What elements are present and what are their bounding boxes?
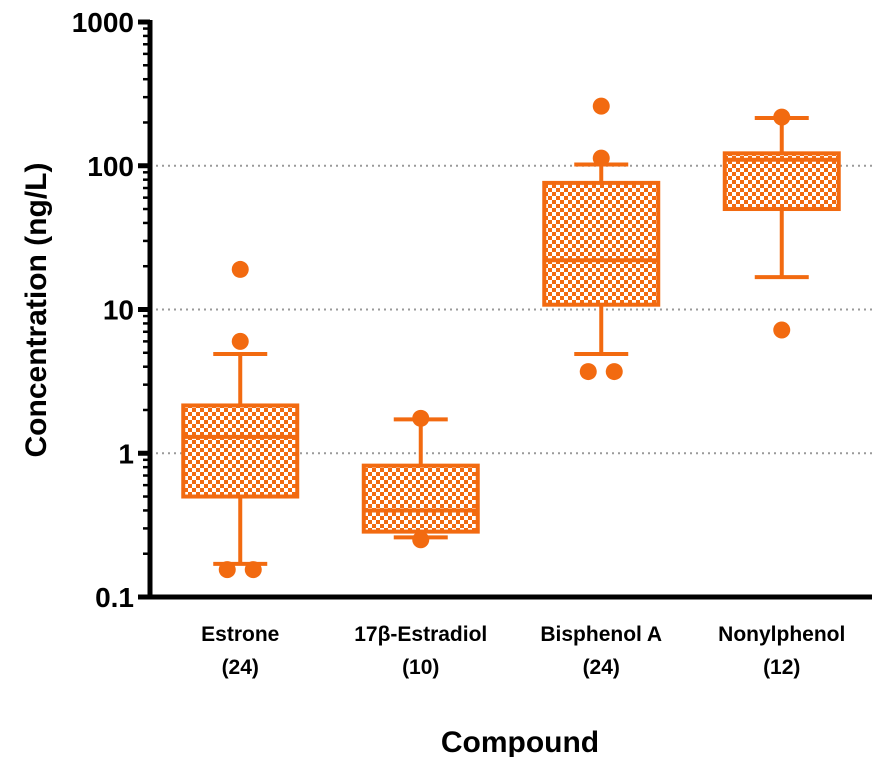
outlier-point: [218, 561, 236, 579]
box-group: [542, 97, 661, 381]
outlier-point: [412, 409, 430, 427]
outlier-point: [773, 321, 791, 339]
box: [542, 180, 661, 307]
box: [181, 403, 300, 499]
category-label: Bisphenol A: [540, 623, 662, 646]
outlier-point: [231, 332, 249, 350]
y-tick-label: 1: [118, 438, 134, 469]
category-count-label: (10): [402, 656, 439, 679]
x-axis-title: Compound: [441, 726, 599, 757]
outlier-point: [244, 561, 262, 579]
labels: Estrone (24) 17β-Estradiol (10) Bisphenol A (…: [72, 7, 846, 679]
category-label: Estrone: [201, 623, 279, 646]
box: [361, 463, 480, 534]
y-tick-label: 100: [87, 151, 134, 182]
y-axis-title: Concentration (ng/L): [20, 163, 53, 458]
outlier-point: [605, 363, 623, 381]
box-group: [181, 260, 300, 579]
category-label: 17β-Estradiol: [354, 623, 487, 646]
outlier-point: [592, 149, 610, 167]
y-tick-label: 10: [103, 295, 134, 326]
outlier-point: [773, 108, 791, 126]
category-count-label: (12): [763, 656, 800, 679]
category-count-label: (24): [583, 656, 620, 679]
outlier-point: [412, 531, 430, 549]
axes: [138, 19, 872, 600]
boxes: [181, 97, 841, 579]
category-label: Nonylphenol: [718, 623, 845, 646]
outlier-point: [579, 363, 597, 381]
box-group: [722, 108, 841, 339]
box: [722, 151, 841, 212]
outlier-point: [592, 97, 610, 115]
outlier-point: [231, 260, 249, 278]
category-count-label: (24): [222, 656, 259, 679]
y-tick-label: 1000: [72, 7, 134, 38]
box-group: [361, 409, 480, 549]
y-tick-label: 0.1: [95, 582, 134, 613]
